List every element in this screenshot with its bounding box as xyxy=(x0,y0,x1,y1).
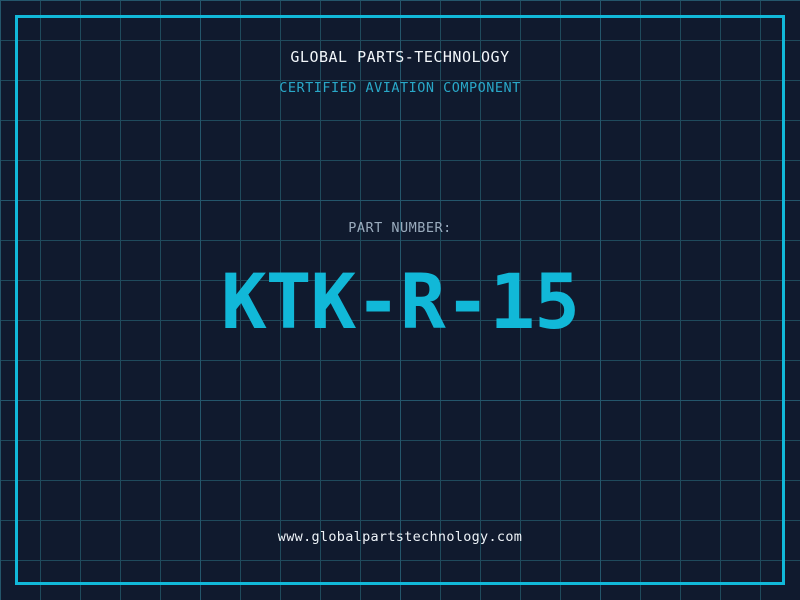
company-name-title: GLOBAL PARTS-TECHNOLOGY xyxy=(290,48,510,66)
part-number-value: KTK-R-15 xyxy=(220,257,580,346)
company-website-url: www.globalpartstechnology.com xyxy=(277,529,523,545)
part-number-label: PART NUMBER: xyxy=(348,220,452,236)
certification-subtitle: CERTIFIED AVIATION COMPONENT xyxy=(279,80,521,96)
